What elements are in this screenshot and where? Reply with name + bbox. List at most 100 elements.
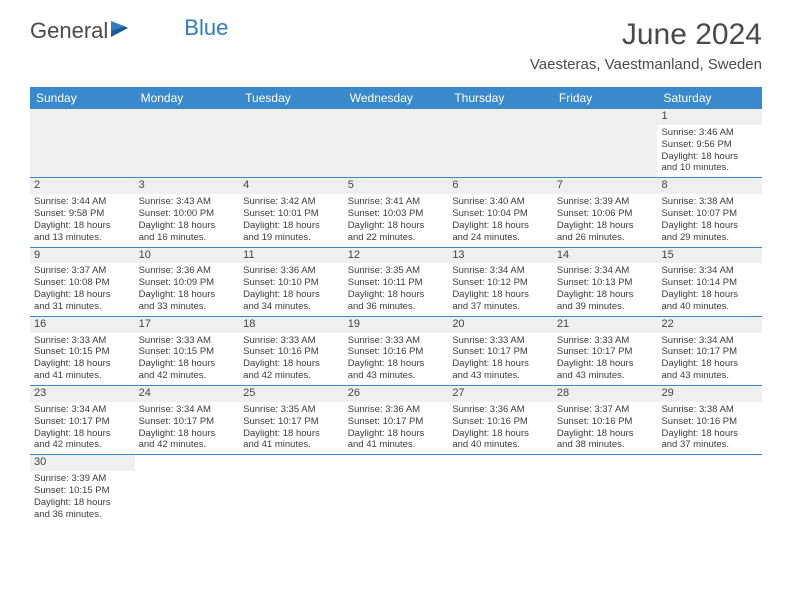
day-cell: 1Sunrise: 3:46 AMSunset: 9:56 PMDaylight…: [657, 109, 762, 177]
day-info-line: Sunset: 10:08 PM: [34, 277, 131, 289]
day-info-line: Sunset: 10:14 PM: [661, 277, 758, 289]
day-info-line: and 43 minutes.: [452, 370, 549, 382]
day-info-line: Sunrise: 3:40 AM: [452, 196, 549, 208]
weekday-sunday: Sunday: [30, 87, 135, 109]
day-cell: [239, 455, 344, 523]
day-cell: 24Sunrise: 3:34 AMSunset: 10:17 PMDaylig…: [135, 386, 240, 454]
day-number: 10: [135, 248, 240, 264]
day-info-line: Daylight: 18 hours: [661, 428, 758, 440]
day-cell: [30, 109, 135, 177]
day-number: 12: [344, 248, 449, 264]
day-info-line: Sunset: 10:15 PM: [34, 485, 131, 497]
day-cell: 26Sunrise: 3:36 AMSunset: 10:17 PMDaylig…: [344, 386, 449, 454]
day-info-line: Daylight: 18 hours: [34, 220, 131, 232]
day-number: 27: [448, 386, 553, 402]
week-row: 30Sunrise: 3:39 AMSunset: 10:15 PMDaylig…: [30, 455, 762, 523]
day-info-line: Sunset: 10:01 PM: [243, 208, 340, 220]
day-info-line: Daylight: 18 hours: [139, 220, 236, 232]
day-info-line: and 42 minutes.: [34, 439, 131, 451]
day-info-line: Daylight: 18 hours: [557, 289, 654, 301]
day-info-line: and 24 minutes.: [452, 232, 549, 244]
day-info-line: Sunset: 10:17 PM: [243, 416, 340, 428]
day-info-line: and 36 minutes.: [348, 301, 445, 313]
day-info-line: Daylight: 18 hours: [557, 428, 654, 440]
day-info-line: Sunrise: 3:35 AM: [243, 404, 340, 416]
day-cell: 30Sunrise: 3:39 AMSunset: 10:15 PMDaylig…: [30, 455, 135, 523]
day-cell: 29Sunrise: 3:38 AMSunset: 10:16 PMDaylig…: [657, 386, 762, 454]
day-cell: 11Sunrise: 3:36 AMSunset: 10:10 PMDaylig…: [239, 248, 344, 316]
day-number: 30: [30, 455, 135, 471]
day-info-line: and 42 minutes.: [139, 439, 236, 451]
day-cell: 14Sunrise: 3:34 AMSunset: 10:13 PMDaylig…: [553, 248, 658, 316]
weekday-monday: Monday: [135, 87, 240, 109]
day-number: 13: [448, 248, 553, 264]
day-number: 25: [239, 386, 344, 402]
day-cell: 21Sunrise: 3:33 AMSunset: 10:17 PMDaylig…: [553, 317, 658, 385]
day-cell: [448, 455, 553, 523]
day-cell: 23Sunrise: 3:34 AMSunset: 10:17 PMDaylig…: [30, 386, 135, 454]
day-info-line: Sunset: 9:58 PM: [34, 208, 131, 220]
day-info-line: Daylight: 18 hours: [139, 358, 236, 370]
day-info-line: Daylight: 18 hours: [139, 289, 236, 301]
day-info-line: Daylight: 18 hours: [243, 220, 340, 232]
day-info-line: Sunrise: 3:36 AM: [139, 265, 236, 277]
day-number: 4: [239, 178, 344, 194]
day-info-line: Sunrise: 3:46 AM: [661, 127, 758, 139]
week-row: 2Sunrise: 3:44 AMSunset: 9:58 PMDaylight…: [30, 178, 762, 247]
day-info-line: Daylight: 18 hours: [34, 428, 131, 440]
weekday-thursday: Thursday: [448, 87, 553, 109]
day-info-line: Sunrise: 3:34 AM: [661, 265, 758, 277]
day-info-line: and 26 minutes.: [557, 232, 654, 244]
day-cell: [553, 455, 658, 523]
day-info-line: Daylight: 18 hours: [348, 289, 445, 301]
day-number: 17: [135, 317, 240, 333]
day-info-line: Daylight: 18 hours: [452, 289, 549, 301]
day-info-line: and 41 minutes.: [348, 439, 445, 451]
day-cell: 9Sunrise: 3:37 AMSunset: 10:08 PMDayligh…: [30, 248, 135, 316]
day-info-line: Sunset: 10:17 PM: [452, 346, 549, 358]
weekday-header-row: SundayMondayTuesdayWednesdayThursdayFrid…: [30, 87, 762, 109]
day-info-line: Sunrise: 3:39 AM: [34, 473, 131, 485]
day-info-line: Daylight: 18 hours: [348, 220, 445, 232]
day-cell: 8Sunrise: 3:38 AMSunset: 10:07 PMDayligh…: [657, 178, 762, 246]
day-info-line: Daylight: 18 hours: [243, 289, 340, 301]
day-info-line: Sunrise: 3:36 AM: [452, 404, 549, 416]
day-info-line: Sunrise: 3:34 AM: [452, 265, 549, 277]
day-info-line: Daylight: 18 hours: [243, 358, 340, 370]
day-info-line: Sunset: 10:04 PM: [452, 208, 549, 220]
day-info-line: Sunrise: 3:36 AM: [348, 404, 445, 416]
day-info-line: Sunset: 10:17 PM: [557, 346, 654, 358]
week-row: 16Sunrise: 3:33 AMSunset: 10:15 PMDaylig…: [30, 317, 762, 386]
day-info-line: Daylight: 18 hours: [661, 289, 758, 301]
day-cell: 28Sunrise: 3:37 AMSunset: 10:16 PMDaylig…: [553, 386, 658, 454]
day-number: 16: [30, 317, 135, 333]
day-info-line: Sunrise: 3:37 AM: [557, 404, 654, 416]
day-cell: [239, 109, 344, 177]
day-info-line: Daylight: 18 hours: [348, 358, 445, 370]
day-info-line: Sunrise: 3:33 AM: [452, 335, 549, 347]
day-info-line: Sunrise: 3:38 AM: [661, 404, 758, 416]
day-cell: 17Sunrise: 3:33 AMSunset: 10:15 PMDaylig…: [135, 317, 240, 385]
day-info-line: and 34 minutes.: [243, 301, 340, 313]
day-number: 8: [657, 178, 762, 194]
day-cell: [657, 455, 762, 523]
day-info-line: Daylight: 18 hours: [452, 220, 549, 232]
day-info-line: and 19 minutes.: [243, 232, 340, 244]
day-cell: 4Sunrise: 3:42 AMSunset: 10:01 PMDayligh…: [239, 178, 344, 246]
day-cell: 6Sunrise: 3:40 AMSunset: 10:04 PMDayligh…: [448, 178, 553, 246]
day-info-line: Sunset: 10:17 PM: [348, 416, 445, 428]
title-block: June 2024 Vaesteras, Vaestmanland, Swede…: [530, 18, 762, 73]
day-number: 20: [448, 317, 553, 333]
day-info-line: Sunset: 10:11 PM: [348, 277, 445, 289]
day-info-line: Daylight: 18 hours: [243, 428, 340, 440]
day-info-line: and 37 minutes.: [661, 439, 758, 451]
day-number: 3: [135, 178, 240, 194]
weekday-wednesday: Wednesday: [344, 87, 449, 109]
day-info-line: Sunrise: 3:36 AM: [243, 265, 340, 277]
day-info-line: and 41 minutes.: [34, 370, 131, 382]
day-info-line: Sunset: 10:16 PM: [243, 346, 340, 358]
day-number: 7: [553, 178, 658, 194]
day-info-line: Sunset: 10:13 PM: [557, 277, 654, 289]
day-number: 2: [30, 178, 135, 194]
day-number: 23: [30, 386, 135, 402]
